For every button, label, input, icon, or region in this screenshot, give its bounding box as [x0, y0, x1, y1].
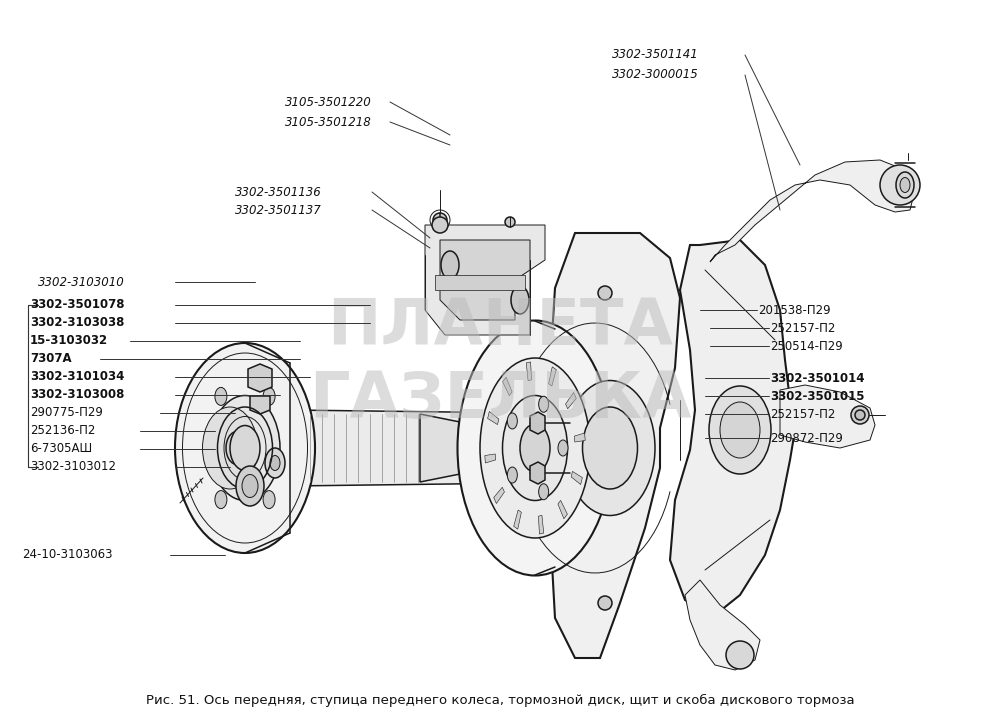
Ellipse shape: [539, 396, 549, 412]
Polygon shape: [440, 240, 530, 320]
Text: 3302-3103012: 3302-3103012: [30, 460, 116, 473]
Polygon shape: [685, 580, 760, 670]
Ellipse shape: [558, 440, 568, 456]
Text: 3302-3501078: 3302-3501078: [30, 299, 124, 311]
Polygon shape: [780, 385, 875, 448]
Polygon shape: [526, 362, 532, 381]
Ellipse shape: [851, 406, 869, 424]
Ellipse shape: [202, 407, 258, 489]
Ellipse shape: [505, 217, 515, 227]
Ellipse shape: [565, 380, 655, 515]
Polygon shape: [549, 367, 556, 386]
Polygon shape: [503, 377, 512, 395]
Text: 201538-П29: 201538-П29: [758, 303, 831, 316]
Polygon shape: [494, 487, 504, 504]
Ellipse shape: [236, 466, 264, 506]
Text: Рис. 51. Ось передняя, ступица переднего колеса, тормозной диск, щит и скоба дис: Рис. 51. Ось передняя, ступица переднего…: [146, 694, 854, 707]
Ellipse shape: [520, 424, 550, 472]
Text: 7307А: 7307А: [30, 353, 72, 366]
Polygon shape: [571, 471, 582, 484]
Text: 3302-3103008: 3302-3103008: [30, 388, 124, 401]
Ellipse shape: [507, 467, 517, 483]
Ellipse shape: [539, 483, 549, 499]
Text: 3302-3501136: 3302-3501136: [235, 185, 322, 198]
Ellipse shape: [433, 213, 447, 227]
Polygon shape: [550, 233, 680, 658]
Polygon shape: [425, 225, 545, 335]
Polygon shape: [250, 396, 270, 414]
Polygon shape: [538, 515, 544, 534]
Text: 3302-3501141: 3302-3501141: [612, 49, 699, 62]
Ellipse shape: [598, 596, 612, 610]
Ellipse shape: [480, 358, 590, 538]
Polygon shape: [514, 510, 521, 529]
Ellipse shape: [511, 286, 529, 314]
Ellipse shape: [230, 425, 260, 470]
Polygon shape: [248, 364, 272, 392]
Ellipse shape: [855, 410, 865, 420]
Polygon shape: [530, 462, 545, 484]
Ellipse shape: [175, 343, 315, 553]
Ellipse shape: [210, 395, 280, 500]
Text: 252157-П2: 252157-П2: [770, 408, 835, 420]
Text: 3302-3501137: 3302-3501137: [235, 204, 322, 217]
Text: 250514-П29: 250514-П29: [770, 340, 843, 353]
Ellipse shape: [242, 475, 258, 497]
Ellipse shape: [478, 431, 502, 465]
Text: 3302-3000015: 3302-3000015: [612, 68, 699, 81]
Text: 290775-П29: 290775-П29: [30, 406, 103, 419]
Ellipse shape: [263, 387, 275, 406]
Text: 3302-3101034: 3302-3101034: [30, 371, 124, 384]
Ellipse shape: [458, 321, 612, 576]
Ellipse shape: [232, 441, 242, 456]
Polygon shape: [558, 500, 567, 519]
Polygon shape: [670, 240, 795, 615]
Ellipse shape: [265, 448, 285, 478]
Ellipse shape: [582, 407, 638, 489]
Ellipse shape: [226, 432, 248, 465]
Text: 252136-П2: 252136-П2: [30, 425, 95, 438]
Text: 3302-3501014: 3302-3501014: [770, 371, 864, 385]
Polygon shape: [420, 414, 460, 482]
Text: 15-3103032: 15-3103032: [30, 334, 108, 348]
Ellipse shape: [598, 286, 612, 300]
Ellipse shape: [503, 395, 568, 500]
Circle shape: [726, 641, 754, 669]
Polygon shape: [566, 393, 576, 409]
Ellipse shape: [709, 386, 771, 474]
Ellipse shape: [507, 413, 517, 429]
Circle shape: [880, 165, 920, 205]
Ellipse shape: [263, 491, 275, 509]
Text: 3302-3501015: 3302-3501015: [770, 390, 864, 403]
Ellipse shape: [462, 409, 518, 487]
Text: 3302-3103038: 3302-3103038: [30, 316, 124, 329]
Polygon shape: [710, 160, 915, 262]
Ellipse shape: [896, 172, 914, 198]
Polygon shape: [530, 412, 545, 434]
Polygon shape: [574, 433, 585, 442]
Ellipse shape: [215, 491, 227, 509]
Text: 6-7305АШ: 6-7305АШ: [30, 443, 92, 456]
Ellipse shape: [432, 217, 448, 233]
Ellipse shape: [215, 387, 227, 406]
Ellipse shape: [441, 251, 459, 279]
Ellipse shape: [900, 177, 910, 193]
Text: 3302-3103010: 3302-3103010: [38, 276, 125, 289]
Ellipse shape: [270, 456, 280, 470]
Polygon shape: [435, 275, 525, 290]
Text: 252157-П2: 252157-П2: [770, 321, 835, 334]
Text: 290872-П29: 290872-П29: [770, 432, 843, 444]
Ellipse shape: [720, 402, 760, 458]
Text: 3105-3501220: 3105-3501220: [285, 95, 372, 108]
Polygon shape: [488, 411, 499, 425]
Text: 3105-3501218: 3105-3501218: [285, 116, 372, 129]
Polygon shape: [485, 454, 496, 463]
Text: 24-10-3103063: 24-10-3103063: [22, 548, 112, 561]
Polygon shape: [290, 410, 530, 486]
Text: ГАЗЕЛЬКА: ГАЗЕЛЬКА: [309, 369, 691, 431]
Text: ПЛАНЕТА: ПЛАНЕТА: [327, 296, 673, 358]
